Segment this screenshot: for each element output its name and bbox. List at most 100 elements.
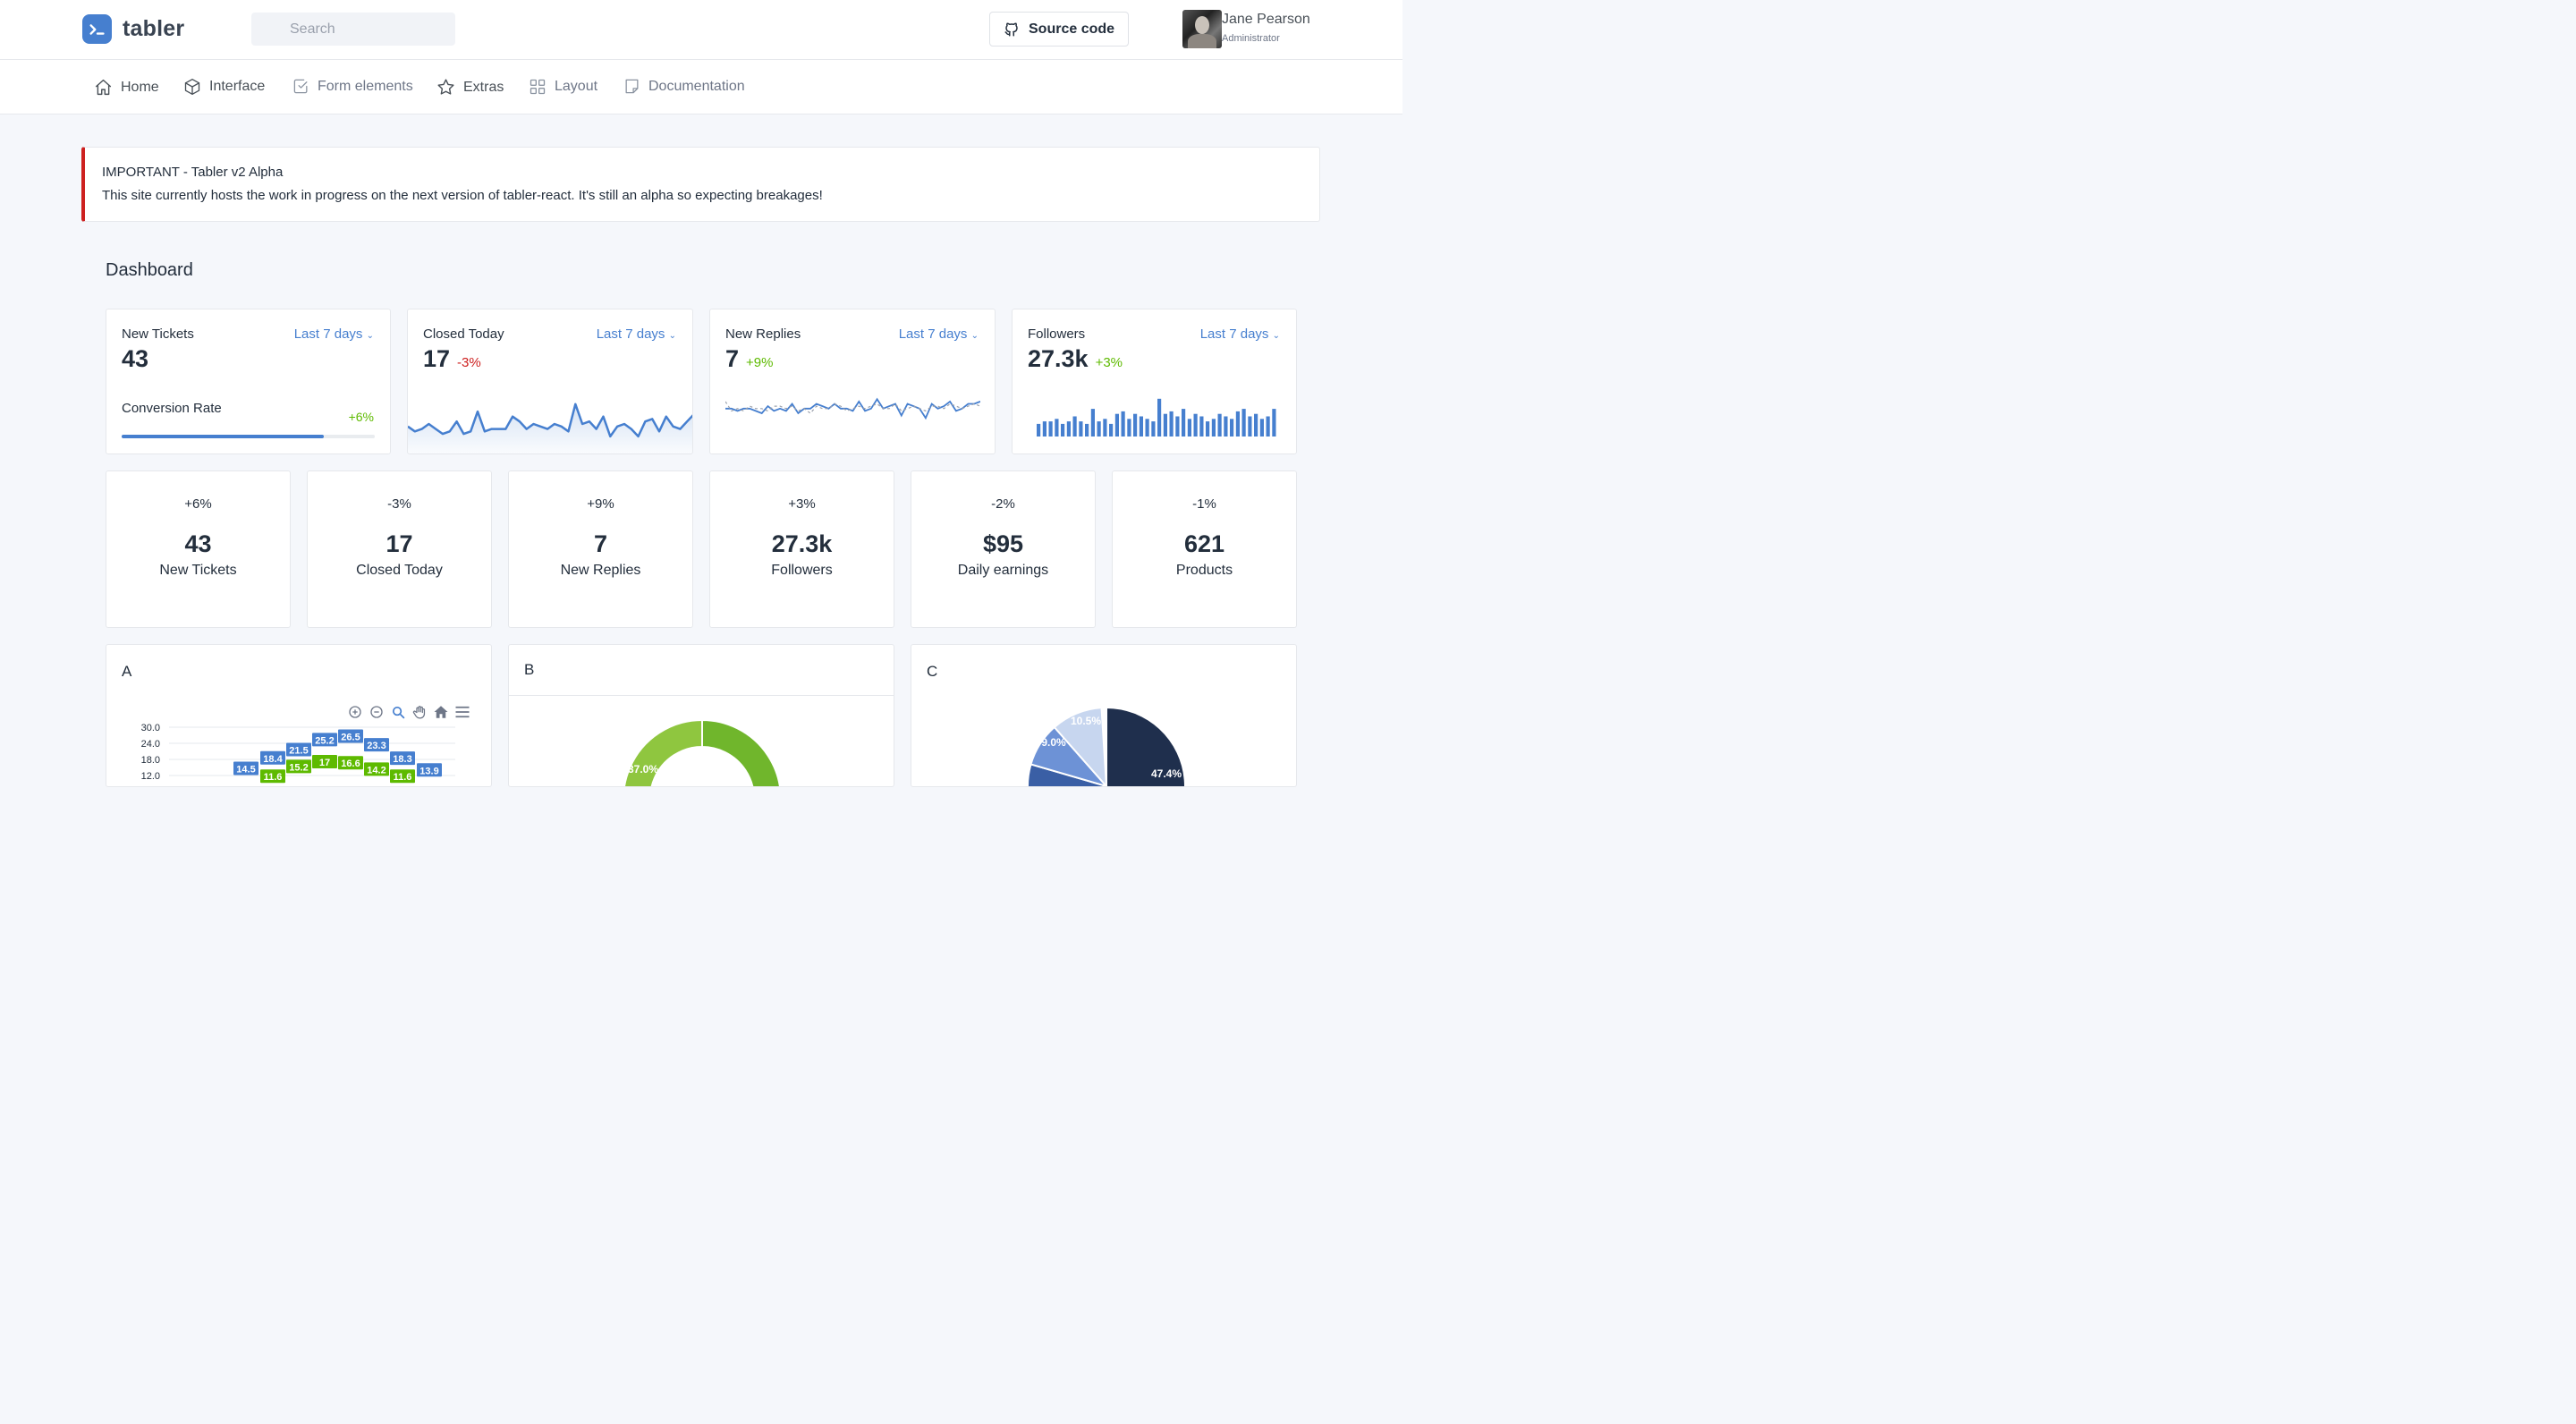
- file-icon: [625, 79, 639, 94]
- data-label-box: [312, 755, 337, 768]
- period-dropdown[interactable]: Last 7 days ⌄: [899, 326, 979, 342]
- stat-card-products: -1% 621 Products: [1112, 470, 1297, 628]
- stat-delta: +9%: [587, 496, 614, 512]
- main-nav: Home Interface Form elements Extras Layo…: [0, 60, 1402, 114]
- stat-card-new-tickets: +6% 43 New Tickets: [106, 470, 291, 628]
- kpi-delta: +9%: [746, 355, 774, 370]
- data-label: 11.6: [264, 772, 283, 783]
- stat-card-new-replies: +9% 7 New Replies: [508, 470, 693, 628]
- nav-item-layout[interactable]: Layout: [529, 78, 597, 96]
- followers-bar: [1139, 416, 1143, 437]
- nav-item-form-elements[interactable]: Form elements: [292, 78, 413, 95]
- stat-value: 17: [386, 530, 413, 557]
- followers-bar: [1211, 419, 1216, 437]
- star-icon: [437, 79, 454, 95]
- followers-bar: [1090, 409, 1095, 437]
- followers-bar: [1169, 411, 1174, 437]
- followers-bar: [1048, 421, 1053, 437]
- menu-icon[interactable]: [453, 704, 471, 720]
- followers-bar: [1193, 413, 1198, 437]
- period-label: Last 7 days: [898, 326, 968, 342]
- data-label: 25.2: [315, 735, 334, 746]
- pie-label: 47.4%: [1151, 767, 1182, 780]
- zoom-in-icon[interactable]: [346, 704, 364, 720]
- followers-bar: [1266, 416, 1270, 437]
- avatar: [1182, 10, 1222, 48]
- reset-home-icon[interactable]: [432, 704, 450, 720]
- stat-card-daily-earnings: -2% $95 Daily earnings: [911, 470, 1096, 628]
- stat-label: Closed Today: [356, 563, 443, 578]
- data-label: 14.2: [367, 765, 386, 776]
- chart-toolbar: [346, 704, 471, 720]
- stat-label: New Tickets: [159, 563, 237, 578]
- stat-delta: +3%: [788, 496, 816, 512]
- data-label: 26.5: [341, 733, 360, 743]
- chart-b-donut: 37.0%: [623, 718, 781, 786]
- followers-bar: [1121, 411, 1125, 437]
- followers-bar: [1114, 413, 1119, 437]
- followers-bar: [1163, 413, 1167, 437]
- nav-item-documentation[interactable]: Documentation: [623, 78, 745, 95]
- period-dropdown[interactable]: Last 7 days ⌄: [1200, 326, 1280, 342]
- kpi-title: New Replies: [725, 326, 801, 342]
- pie-slice: [1053, 707, 1108, 786]
- closed-today-sparkline: [408, 403, 692, 453]
- card-divider: [509, 695, 894, 696]
- nav-item-label: Interface: [209, 79, 266, 94]
- brand-name: tabler: [123, 16, 185, 41]
- data-label: 15.2: [289, 762, 308, 773]
- chart-a-plot: 30.0 24.0 18.0 12.0 14.5 18.4 21.5 25.2 26.5 23.3…: [141, 723, 455, 784]
- period-dropdown[interactable]: Last 7 days ⌄: [597, 326, 676, 342]
- data-label-box: [364, 762, 389, 776]
- followers-bar: [1145, 419, 1149, 437]
- nav-item-label: Extras: [463, 79, 504, 95]
- source-code-button[interactable]: Source code: [989, 12, 1129, 47]
- data-label-box: [417, 763, 442, 777]
- alert-banner: IMPORTANT - Tabler v2 Alpha This site cu…: [81, 147, 1320, 222]
- followers-bar: [1199, 416, 1204, 437]
- followers-bar: [1259, 419, 1264, 437]
- stat-label: New Replies: [560, 563, 641, 578]
- followers-bar: [1055, 419, 1059, 437]
- followers-bar: [1103, 419, 1107, 437]
- nav-item-extras[interactable]: Extras: [436, 78, 504, 97]
- data-label-box: [260, 769, 285, 784]
- y-tick-label: 30.0: [141, 723, 160, 733]
- zoom-out-icon[interactable]: [368, 704, 386, 720]
- followers-bar: [1217, 413, 1222, 437]
- data-label-box: [390, 751, 415, 766]
- brand-logo[interactable]: tabler: [82, 14, 184, 44]
- data-label-box: [338, 729, 363, 743]
- kpi-title: Closed Today: [423, 326, 504, 342]
- selection-zoom-icon[interactable]: [389, 704, 407, 720]
- kpi-delta: +3%: [1095, 355, 1123, 370]
- nav-item-label: Documentation: [648, 78, 745, 94]
- nav-item-home[interactable]: Home: [94, 78, 159, 97]
- search-input[interactable]: [251, 13, 455, 46]
- kpi-delta: -3%: [457, 355, 481, 370]
- followers-bar: [1133, 413, 1138, 437]
- stat-label: Products: [1175, 563, 1233, 578]
- nav-item-interface[interactable]: Interface: [183, 78, 265, 96]
- stat-value: 7: [593, 530, 608, 557]
- data-label-box: [338, 756, 363, 770]
- user-role: Administrator: [1222, 33, 1280, 44]
- pan-hand-icon[interactable]: [411, 704, 428, 720]
- chart-card-b: B 37.0%: [508, 644, 894, 787]
- page-title: Dashboard: [106, 260, 193, 280]
- y-tick-label: 12.0: [141, 771, 160, 782]
- kpi-number: 7: [725, 345, 740, 372]
- chart-title: A: [122, 663, 132, 680]
- tabler-logo-icon: [82, 14, 112, 44]
- followers-bar: [1254, 413, 1258, 437]
- followers-bar: [1187, 419, 1191, 437]
- followers-sparkline: [1037, 398, 1276, 437]
- pie-slice: [1106, 706, 1186, 786]
- progress-fill: [122, 435, 325, 438]
- data-label-box: [390, 769, 415, 784]
- user-menu[interactable]: Jane Pearson Administrator: [1182, 10, 1310, 48]
- period-dropdown[interactable]: Last 7 days ⌄: [294, 326, 374, 342]
- nav-item-label: Home: [121, 79, 159, 95]
- chart-title: B: [524, 661, 535, 678]
- period-label: Last 7 days: [293, 326, 363, 342]
